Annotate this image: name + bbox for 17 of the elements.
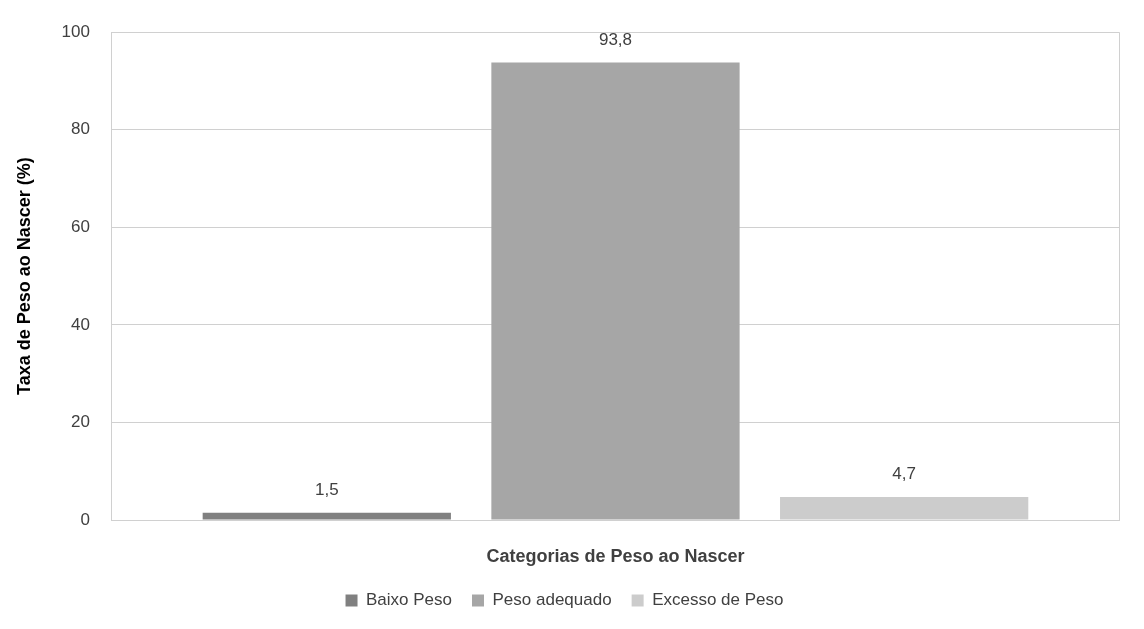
x-axis-title: Categorias de Peso ao Nascer xyxy=(486,546,745,567)
data-label: 1,5 xyxy=(314,479,339,499)
y-tick-label: 60 xyxy=(71,217,90,237)
y-tick-label: 80 xyxy=(71,119,90,139)
bar xyxy=(780,497,1029,520)
y-tick-label: 20 xyxy=(71,412,90,432)
y-axis-title: Taxa de Peso ao Nascer (%) xyxy=(13,157,34,395)
bar xyxy=(491,62,740,520)
y-tick-label: 40 xyxy=(71,314,90,334)
y-tick-label: 0 xyxy=(80,509,90,529)
bar xyxy=(202,512,451,520)
y-tick-label: 100 xyxy=(61,21,90,41)
legend-label: Baixo Peso xyxy=(366,590,453,610)
data-label: 4,7 xyxy=(892,464,916,484)
data-label: 93,8 xyxy=(598,29,633,49)
legend-label: Excesso de Peso xyxy=(652,590,784,610)
legend-label: Peso adequado xyxy=(492,590,612,610)
